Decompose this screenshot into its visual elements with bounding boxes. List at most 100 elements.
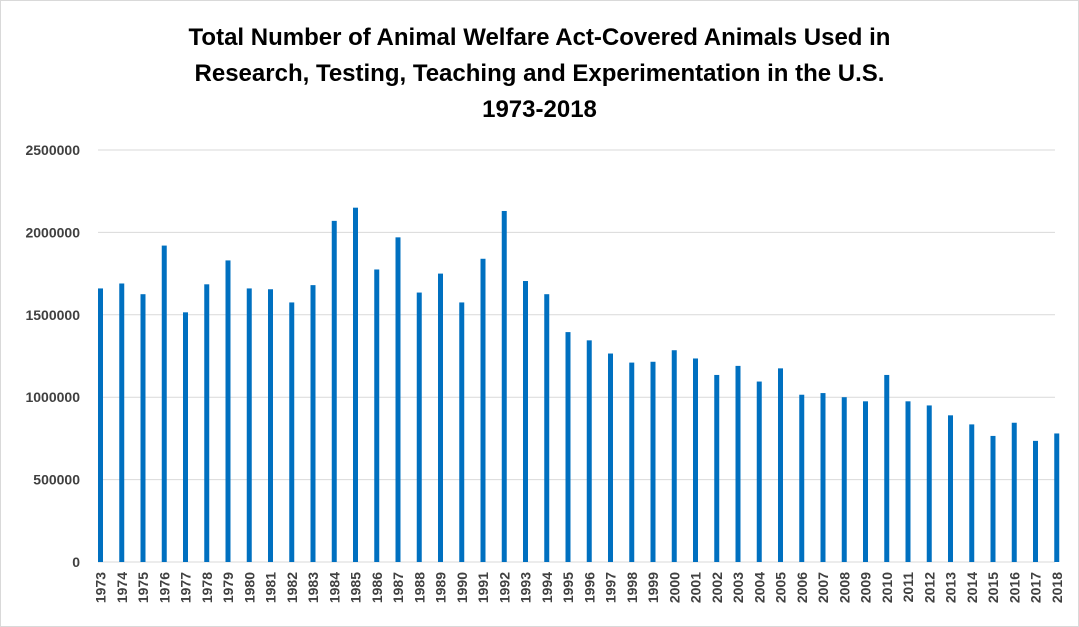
bar-2005 [778,368,783,562]
x-tick-label: 1982 [284,572,300,603]
x-tick-label: 2005 [773,572,789,603]
chart-title-line-2: Research, Testing, Teaching and Experime… [194,60,885,87]
y-tick-label: 1500000 [25,307,80,323]
chart-title: Total Number of Animal Welfare Act-Cover… [0,20,1079,128]
y-tick-label: 2500000 [25,142,80,158]
x-tick-label: 2014 [964,572,980,603]
x-tick-label: 2017 [1028,572,1044,603]
x-tick-label: 2013 [943,572,959,603]
bar-1985 [353,207,358,562]
bar-1999 [650,361,656,562]
bar-1988 [416,292,422,562]
bar-1976 [161,245,167,563]
x-tick-label: 1981 [263,572,279,603]
bar-1998 [629,362,635,562]
bar-2000 [671,350,677,562]
bar-2001 [693,358,698,562]
bar-1992 [501,210,507,562]
bar-2015 [990,435,996,562]
x-tick-label: 1988 [411,572,427,603]
bar-1978 [204,284,210,562]
x-tick-label: 1993 [518,572,534,603]
x-tick-label: 1980 [241,572,257,603]
x-tick-label: 1979 [220,572,236,603]
x-tick-label: 2006 [794,572,810,603]
bar-2008 [841,397,847,562]
x-tick-label: 1985 [348,572,364,603]
bar-2014 [969,424,975,562]
bar-1993 [523,281,528,562]
x-tick-label: 2018 [1049,572,1065,603]
x-tick-label: 2010 [879,572,895,603]
bar-2006 [799,394,805,562]
x-tick-label: 2002 [709,572,725,603]
x-tick-label: 1999 [645,572,661,603]
bar-1980 [246,288,252,562]
bar-2009 [863,401,868,562]
x-tick-label: 1995 [560,572,576,603]
x-tick-label: 1986 [369,572,385,603]
bar-1991 [480,258,486,562]
bar-1989 [438,273,443,562]
bar-1995 [565,332,571,562]
x-tick-label: 2003 [730,572,746,603]
bar-2013 [948,415,953,562]
x-tick-label: 2009 [858,572,874,603]
x-tick-label: 2011 [900,572,916,603]
x-tick-label: 1987 [390,572,406,603]
bar-1984 [331,220,337,562]
bar-1983 [310,285,316,562]
bar-1987 [395,237,401,562]
x-tick-label: 2000 [666,572,682,603]
x-tick-label: 1984 [326,572,342,603]
x-tick-label: 1976 [156,572,172,603]
x-tick-label: 1992 [496,572,512,603]
x-tick-label: 1989 [433,572,449,603]
bar-1979 [225,260,231,562]
chart-title-line-1: Total Number of Animal Welfare Act-Cover… [188,24,891,51]
bar-2018 [1054,433,1060,562]
x-tick-label: 2012 [921,572,937,603]
bar-1986 [374,269,380,562]
x-tick-label: 1974 [114,572,130,603]
bar-1997 [608,353,613,562]
y-tick-label: 2000000 [25,224,80,240]
x-tick-label: 2015 [985,572,1001,603]
y-tick-label: 500000 [33,472,80,488]
bar-2011 [905,401,911,562]
x-tick-label: 2007 [815,572,831,603]
x-tick-label: 1991 [475,572,491,603]
bar-2004 [756,381,762,562]
bar-2016 [1011,422,1017,562]
x-tick-label: 1994 [539,572,555,603]
bar-2017 [1033,440,1038,562]
bar-1996 [586,340,592,562]
x-tick-label: 1990 [454,572,470,603]
x-tick-label: 1977 [178,572,194,603]
bar-1990 [459,302,465,562]
x-tick-label: 1997 [603,572,619,603]
x-tick-label: 2008 [836,572,852,603]
y-tick-label: 0 [72,554,80,570]
x-tick-label: 1998 [624,572,640,603]
bar-1994 [544,294,550,562]
x-tick-label: 2016 [1006,572,1022,603]
x-tick-label: 1978 [199,572,215,603]
x-tick-label: 1975 [135,572,151,603]
x-tick-label: 1973 [93,572,109,603]
bar-2003 [735,365,741,562]
x-tick-label: 2001 [688,572,704,603]
bar-1973 [98,288,103,562]
bar-2002 [714,374,720,562]
x-tick-label: 1983 [305,572,321,603]
bar-1977 [183,312,188,562]
bar-1982 [289,302,295,562]
x-tick-label: 1996 [581,572,597,603]
bar-1981 [268,289,273,562]
x-tick-label: 2004 [751,572,767,603]
bar-2007 [820,393,826,562]
bar-1974 [119,283,125,562]
y-tick-label: 1000000 [25,389,80,405]
bar-2010 [884,374,890,562]
